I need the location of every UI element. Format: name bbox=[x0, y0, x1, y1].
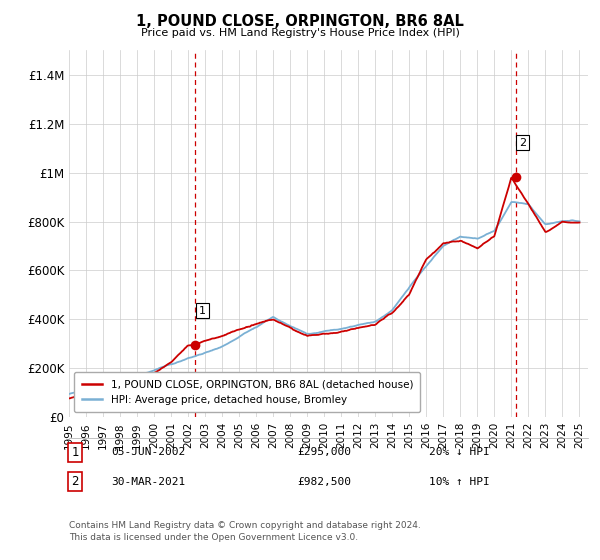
Text: 30-MAR-2021: 30-MAR-2021 bbox=[111, 477, 185, 487]
Text: 2: 2 bbox=[71, 475, 79, 488]
Text: 10% ↑ HPI: 10% ↑ HPI bbox=[429, 477, 490, 487]
Text: 1: 1 bbox=[199, 306, 206, 316]
Text: 2: 2 bbox=[519, 138, 526, 148]
Text: 05-JUN-2002: 05-JUN-2002 bbox=[111, 447, 185, 458]
Text: This data is licensed under the Open Government Licence v3.0.: This data is licensed under the Open Gov… bbox=[69, 533, 358, 542]
Text: 1: 1 bbox=[71, 446, 79, 459]
Text: 20% ↓ HPI: 20% ↓ HPI bbox=[429, 447, 490, 458]
Text: 1, POUND CLOSE, ORPINGTON, BR6 8AL: 1, POUND CLOSE, ORPINGTON, BR6 8AL bbox=[136, 14, 464, 29]
Text: Price paid vs. HM Land Registry's House Price Index (HPI): Price paid vs. HM Land Registry's House … bbox=[140, 28, 460, 38]
Text: £295,000: £295,000 bbox=[297, 447, 351, 458]
Legend: 1, POUND CLOSE, ORPINGTON, BR6 8AL (detached house), HPI: Average price, detache: 1, POUND CLOSE, ORPINGTON, BR6 8AL (deta… bbox=[74, 372, 421, 412]
Text: Contains HM Land Registry data © Crown copyright and database right 2024.: Contains HM Land Registry data © Crown c… bbox=[69, 521, 421, 530]
Text: £982,500: £982,500 bbox=[297, 477, 351, 487]
